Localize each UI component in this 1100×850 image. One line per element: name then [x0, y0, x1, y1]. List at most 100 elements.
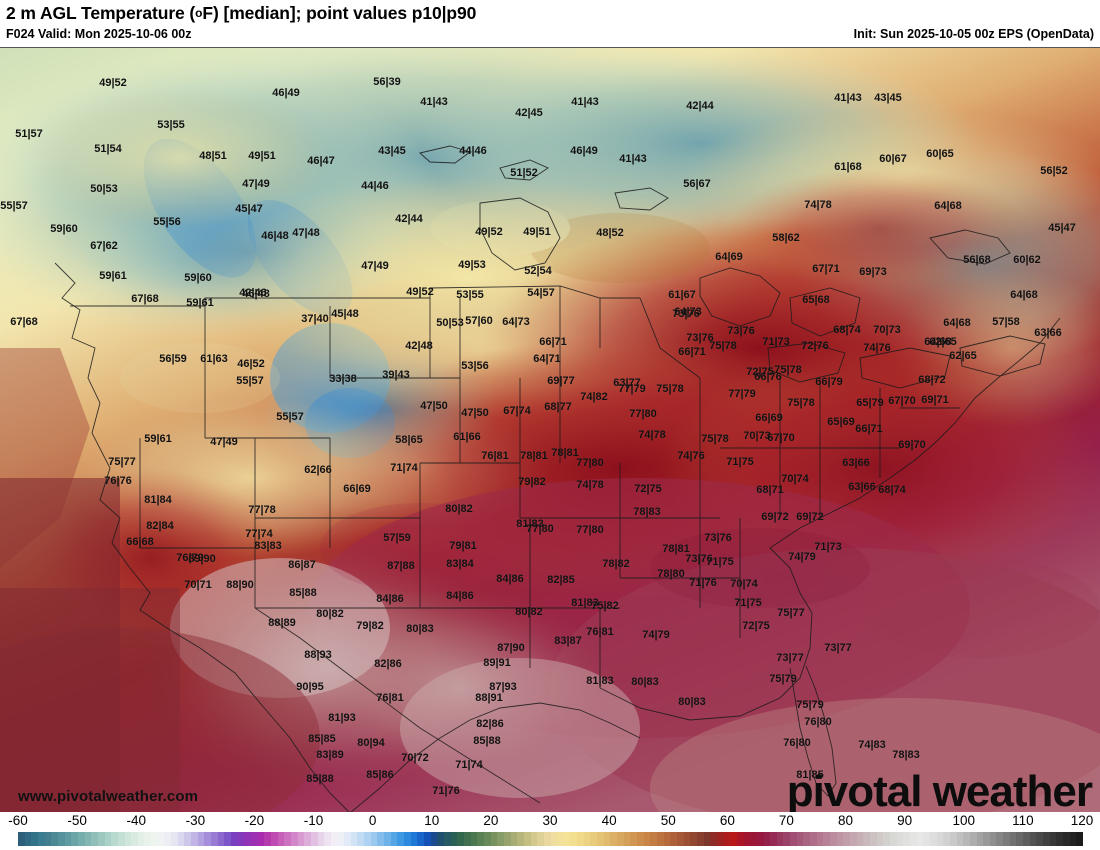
colorbar-swatch — [317, 832, 325, 846]
point-value-label: 61|68 — [834, 161, 862, 173]
point-value-label: 70|74 — [781, 473, 809, 485]
colorbar-swatch — [430, 832, 438, 846]
site-url-watermark[interactable]: www.pivotalweather.com — [18, 788, 199, 805]
colorbar-swatch — [204, 832, 212, 846]
point-value-label: 85|86 — [366, 769, 394, 781]
point-value-label: 37|40 — [301, 313, 329, 325]
point-value-label: 71|75 — [726, 456, 754, 468]
colorbar-swatch — [417, 832, 425, 846]
point-value-label: 59|61 — [99, 270, 127, 282]
colorbar-swatch — [177, 832, 185, 846]
point-value-label: 73|77 — [824, 642, 852, 654]
colorbar-swatch — [337, 832, 345, 846]
colorbar-swatch — [510, 832, 518, 846]
point-value-label: 56|59 — [159, 353, 187, 365]
colorbar-swatch — [477, 832, 484, 846]
point-value-label: 57|58 — [992, 316, 1020, 328]
point-value-label: 33|38 — [329, 373, 357, 385]
point-value-label: 77|80 — [526, 523, 554, 535]
point-value-label: 74|79 — [788, 551, 816, 563]
point-value-label: 83|83 — [254, 540, 282, 552]
point-value-label: 61|63 — [200, 353, 228, 365]
point-value-label: 46|49 — [272, 87, 300, 99]
point-value-label: 71|73 — [814, 541, 842, 553]
colorbar-swatch — [51, 832, 58, 846]
colorbar-swatch — [743, 832, 751, 846]
colorbar-swatch — [983, 832, 990, 846]
point-value-label: 57|60 — [465, 315, 493, 327]
point-value-label: 73|76 — [686, 332, 714, 344]
temperature-map[interactable]: 49|52 51|57 51|54 53|55 48|51 49|51 46|49 46|47… — [0, 47, 1100, 813]
colorbar-swatch — [497, 832, 504, 846]
colorbar-swatch — [404, 832, 411, 846]
point-value-label: 84|86 — [376, 593, 404, 605]
point-value-label: 83|89 — [316, 749, 344, 761]
point-value-label: 83|84 — [446, 558, 474, 570]
colorbar-tick: 10 — [424, 813, 440, 828]
point-value-label: 80|83 — [631, 676, 659, 688]
point-value-label: 67|71 — [812, 263, 840, 275]
point-value-label: 75|79 — [769, 673, 797, 685]
colorbar-swatch — [956, 832, 964, 846]
colorbar-swatch — [836, 832, 844, 846]
colorbar-swatch — [963, 832, 970, 846]
point-value-label: 45|48 — [331, 308, 359, 320]
colorbar-swatch — [350, 832, 358, 846]
colorbar-swatch — [77, 832, 85, 846]
colorbar-swatch — [1003, 832, 1010, 846]
colorbar-tick: 30 — [542, 813, 558, 828]
colorbar-swatch — [1076, 832, 1083, 846]
point-value-label: 74|76 — [863, 342, 891, 354]
colorbar-swatch — [151, 832, 158, 846]
point-value-label: 75|78 — [787, 397, 815, 409]
point-value-label: 69|72 — [761, 511, 789, 523]
colorbar-swatch — [550, 832, 558, 846]
point-value-label: 68|71 — [756, 484, 784, 496]
point-value-label: 68|74 — [878, 484, 906, 496]
colorbar-swatch — [923, 832, 930, 846]
colorbar-swatch — [390, 832, 398, 846]
colorbar-swatch — [91, 832, 98, 846]
point-value-label: 78|83 — [892, 749, 920, 761]
point-value-label: 42|48 — [405, 340, 433, 352]
colorbar-swatch — [257, 832, 265, 846]
point-value-label: 47|48 — [292, 227, 320, 239]
colorbar-swatch — [976, 832, 984, 846]
point-value-label: 73|76 — [672, 308, 700, 320]
colorbar-swatch — [870, 832, 877, 846]
point-value-label: 43|45 — [378, 145, 406, 157]
point-value-label: 89|91 — [483, 657, 511, 669]
point-value-label: 72|75 — [746, 366, 774, 378]
point-value-label: 74|78 — [804, 199, 832, 211]
colorbar-swatch — [384, 832, 391, 846]
colorbar-swatch — [523, 832, 531, 846]
forecast-valid-time: F024 Valid: Mon 2025-10-06 00z — [6, 27, 192, 41]
colorbar-swatch — [943, 832, 950, 846]
colorbar-tick: -30 — [185, 813, 206, 828]
point-value-label: 75|78 — [774, 364, 802, 376]
point-value-label: 56|39 — [373, 76, 401, 88]
point-value-label: 70|73 — [873, 324, 901, 336]
colorbar-swatch — [424, 832, 431, 846]
colorbar-tick: -20 — [244, 813, 265, 828]
point-value-label: 46|48 — [242, 288, 270, 300]
point-value-label: 71|74 — [390, 462, 418, 474]
colorbar-swatch — [171, 832, 178, 846]
colorbar-swatch — [570, 832, 578, 846]
point-value-label: 61|66 — [453, 431, 481, 443]
point-value-label: 49|52 — [475, 226, 503, 238]
point-value-label: 75|78 — [656, 383, 684, 395]
colorbar-swatch — [211, 832, 218, 846]
point-value-label: 64|68 — [1010, 289, 1038, 301]
point-value-label: 88|89 — [268, 617, 296, 629]
point-value-label: 72|76 — [801, 340, 829, 352]
point-value-label: 66|69 — [755, 412, 783, 424]
point-value-label: 58|65 — [395, 434, 423, 446]
point-value-label: 80|82 — [316, 608, 344, 620]
colorbar-swatch — [650, 832, 657, 846]
colorbar-swatch — [1049, 832, 1057, 846]
colorbar-swatch — [597, 832, 604, 846]
colorbar-swatch — [617, 832, 624, 846]
colorbar-swatch — [563, 832, 571, 846]
point-value-label: 73|76 — [727, 325, 755, 337]
